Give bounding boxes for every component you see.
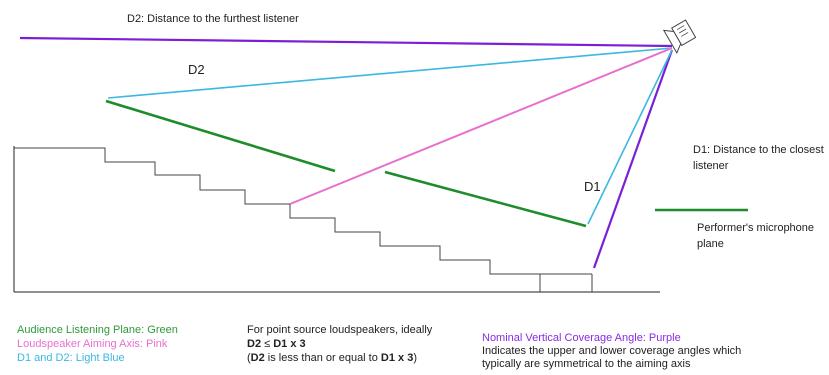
d1-closest-label-line1: D1: Distance to the closest — [693, 144, 824, 157]
legend-blue: D1 and D2: Light Blue — [17, 352, 125, 365]
legend-purple: Nominal Vertical Coverage Angle: Purple — [482, 332, 681, 345]
listening-plane-lower — [385, 172, 586, 226]
coverage-lower-line — [594, 50, 672, 268]
mic-plane-label-line1: Performer's microphone — [697, 222, 814, 235]
legend-green: Audience Listening Plane: Green — [17, 324, 178, 337]
formula-d1x3-bold: D1 x 3 — [381, 352, 413, 364]
d2-label: D2 — [188, 63, 205, 76]
formula-line1: For point source loudspeakers, ideally — [247, 324, 432, 337]
legend-purple-desc1: Indicates the upper and lower coverage a… — [482, 345, 741, 358]
d1-closest-label-line2: listener — [693, 160, 728, 173]
formula-line3: (D2 is less than or equal to D1 x 3) — [247, 352, 417, 365]
formula-paren-close: ) — [413, 352, 417, 364]
formula-d2: D2 — [247, 338, 261, 350]
listening-plane-upper — [106, 101, 335, 171]
formula-d1x3: D1 x 3 — [273, 338, 305, 350]
aiming-axis-line — [290, 48, 672, 204]
legend-purple-desc2: typically are symmetrical to the aiming … — [482, 358, 690, 371]
d1-label: D1 — [584, 180, 601, 193]
legend-pink: Loudspeaker Aiming Axis: Pink — [17, 338, 167, 351]
formula-line2: D2 ≤ D1 x 3 — [247, 338, 306, 351]
formula-d2-bold: D2 — [251, 352, 265, 364]
formula-mid: is less than or equal to — [265, 352, 381, 364]
d2-furthest-label: D2: Distance to the furthest listener — [127, 13, 299, 26]
mic-plane-label-line2: plane — [697, 238, 724, 251]
formula-op: ≤ — [261, 338, 273, 350]
stair-profile — [14, 148, 540, 292]
coverage-upper-line — [20, 38, 672, 46]
